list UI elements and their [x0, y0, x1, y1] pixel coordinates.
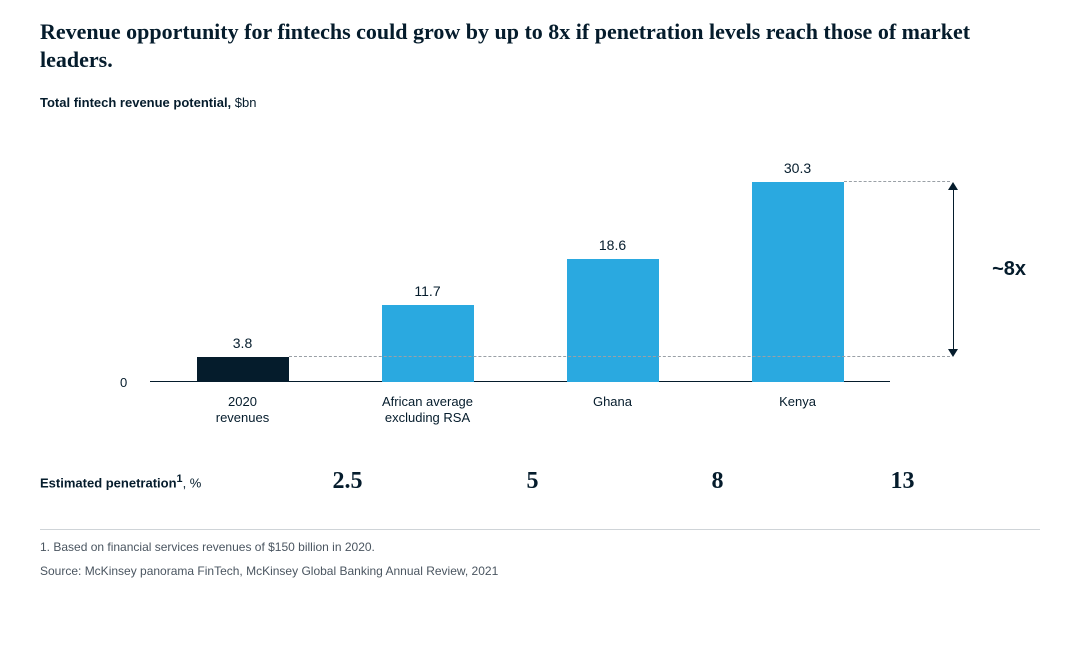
arrow-line — [953, 188, 954, 351]
penetration-row: Estimated penetration1, % 2.55813 — [40, 468, 1040, 495]
x-labels: 2020revenuesAfrican averageexcluding RSA… — [150, 394, 890, 427]
bar-slot: 11.7 — [335, 283, 520, 382]
bars-container: 3.811.718.630.3 — [150, 182, 890, 382]
x-axis-label: Kenya — [705, 394, 890, 427]
penetration-values: 2.55813 — [255, 468, 995, 495]
x-axis-label: African averageexcluding RSA — [335, 394, 520, 427]
bar-value-label: 30.3 — [784, 160, 811, 176]
source-text: Source: McKinsey panorama FinTech, McKin… — [40, 564, 1040, 578]
multiplier-label: ~8x — [992, 258, 1026, 281]
bar-value-label: 3.8 — [233, 335, 252, 351]
bar-chart: 0 3.811.718.630.3 2020revenuesAfrican av… — [150, 126, 1020, 426]
bar-slot: 18.6 — [520, 237, 705, 382]
subtitle-bold: Total fintech revenue potential, — [40, 95, 231, 110]
bar-value-label: 11.7 — [414, 283, 440, 299]
dashed-guide-top — [844, 181, 951, 182]
bar — [752, 182, 844, 382]
penetration-value: 8 — [625, 468, 810, 495]
y-zero-label: 0 — [120, 375, 127, 390]
penetration-label-bold: Estimated penetration — [40, 475, 177, 490]
bar — [382, 305, 474, 382]
dashed-guide-bottom — [289, 356, 951, 357]
divider-line — [40, 529, 1040, 530]
chart-subtitle: Total fintech revenue potential, $bn — [40, 95, 1040, 110]
bar-slot: 3.8 — [150, 335, 335, 382]
bar-value-label: 18.6 — [599, 237, 626, 253]
subtitle-unit: $bn — [231, 95, 256, 110]
penetration-value: 5 — [440, 468, 625, 495]
arrow-head-up-icon — [948, 182, 958, 190]
bar — [197, 357, 289, 382]
penetration-label: Estimated penetration1, % — [40, 473, 255, 490]
x-axis-label: 2020revenues — [150, 394, 335, 427]
chart-title: Revenue opportunity for fintechs could g… — [40, 18, 1000, 73]
arrow-head-down-icon — [948, 349, 958, 357]
penetration-value: 13 — [810, 468, 995, 495]
footnote-text: 1. Based on financial services revenues … — [40, 540, 1040, 554]
penetration-value: 2.5 — [255, 468, 440, 495]
x-axis-label: Ghana — [520, 394, 705, 427]
bar — [567, 259, 659, 382]
penetration-label-tail: , % — [183, 475, 202, 490]
bar-slot: 30.3 — [705, 160, 890, 382]
growth-arrow — [948, 182, 960, 357]
